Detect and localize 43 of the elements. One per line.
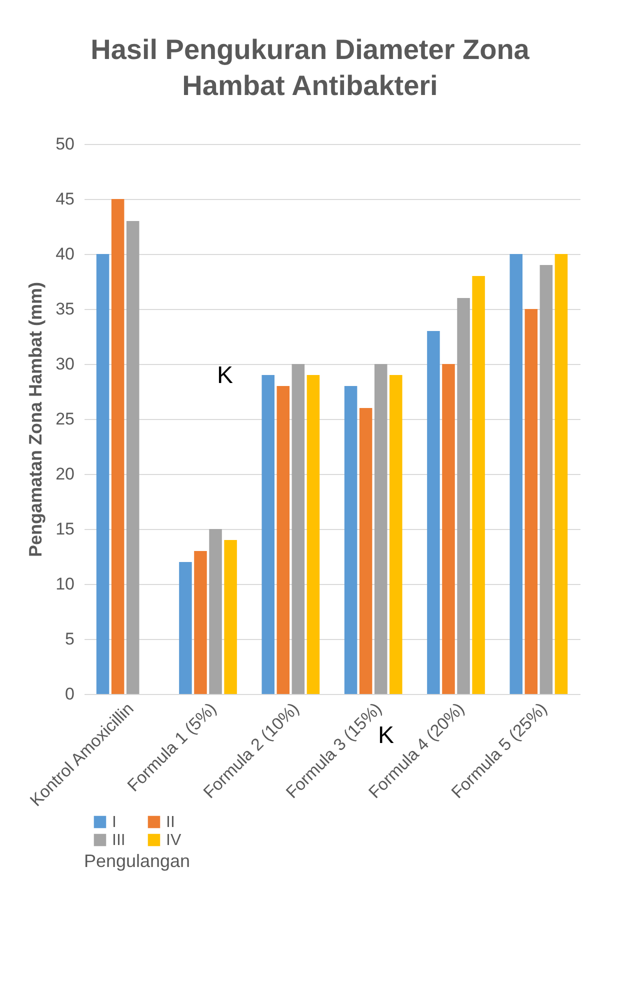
y-tick-label: 5 bbox=[65, 630, 74, 648]
chart-title: Hasil Pengukuran Diameter Zona Hambat Antibakteri bbox=[90, 33, 530, 103]
bar bbox=[442, 364, 455, 694]
bar bbox=[389, 375, 402, 694]
y-tick-label: 25 bbox=[56, 410, 74, 428]
y-tick-label: 0 bbox=[65, 684, 74, 704]
y-tick-label: 30 bbox=[56, 354, 74, 374]
legend-title: Pengulangan bbox=[84, 851, 190, 871]
bar bbox=[554, 254, 568, 694]
bar bbox=[524, 309, 538, 694]
bar bbox=[540, 265, 553, 694]
bar bbox=[427, 331, 440, 694]
legend-label: II bbox=[166, 814, 175, 831]
legend-label: III bbox=[112, 832, 126, 849]
y-tick-label: 10 bbox=[56, 574, 74, 594]
bar bbox=[194, 551, 207, 694]
bar bbox=[359, 408, 372, 694]
bar bbox=[209, 529, 222, 694]
annotation: K bbox=[217, 362, 234, 390]
bar bbox=[344, 386, 358, 694]
bar bbox=[472, 276, 485, 694]
bar bbox=[510, 254, 523, 694]
bar bbox=[179, 562, 192, 694]
y-tick-label: 20 bbox=[56, 464, 74, 484]
bar bbox=[292, 364, 305, 694]
bar bbox=[111, 199, 124, 694]
y-tick-label: 50 bbox=[56, 134, 74, 154]
legend-label: IV bbox=[166, 832, 182, 849]
y-tick-label: 45 bbox=[56, 190, 74, 208]
y-axis-title: Pengamatan Zona Hambat (mm) bbox=[26, 282, 46, 558]
bar bbox=[276, 386, 290, 694]
text: K bbox=[378, 722, 394, 750]
bar bbox=[224, 540, 237, 694]
bar bbox=[374, 364, 388, 694]
bar bbox=[457, 298, 470, 694]
y-tick-label: 35 bbox=[56, 300, 74, 318]
y-tick-label: 15 bbox=[56, 520, 74, 538]
legend-label: I bbox=[112, 814, 116, 831]
bar bbox=[96, 254, 110, 694]
bar bbox=[126, 221, 140, 694]
y-tick-label: 40 bbox=[56, 244, 74, 264]
bar bbox=[262, 375, 275, 694]
bar bbox=[306, 375, 320, 694]
